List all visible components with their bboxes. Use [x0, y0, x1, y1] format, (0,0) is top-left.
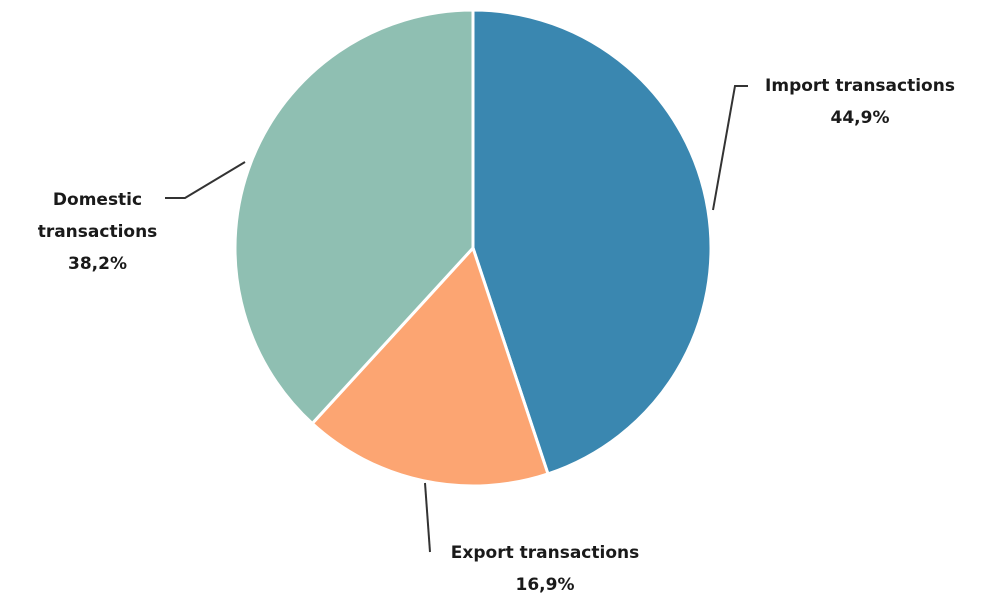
leader-line	[165, 161, 246, 199]
category-label: Domestic transactions	[37, 190, 158, 242]
leader-line	[712, 85, 748, 211]
value-label: 44,9%	[830, 108, 890, 128]
leader-line	[424, 482, 431, 553]
pie-slice	[310, 245, 550, 488]
pie-slice	[233, 8, 475, 426]
slice-label: Export transactions 16,9%	[410, 537, 680, 601]
slice-label: Domestic transactions 38,2%	[20, 184, 175, 280]
category-label: Import transactions	[765, 76, 955, 96]
value-label: 16,9%	[515, 575, 575, 595]
pie-slice	[471, 8, 713, 476]
slice-label: Import transactions 44,9%	[735, 70, 985, 134]
category-label: Export transactions	[450, 543, 640, 563]
value-label: 38,2%	[68, 254, 127, 274]
